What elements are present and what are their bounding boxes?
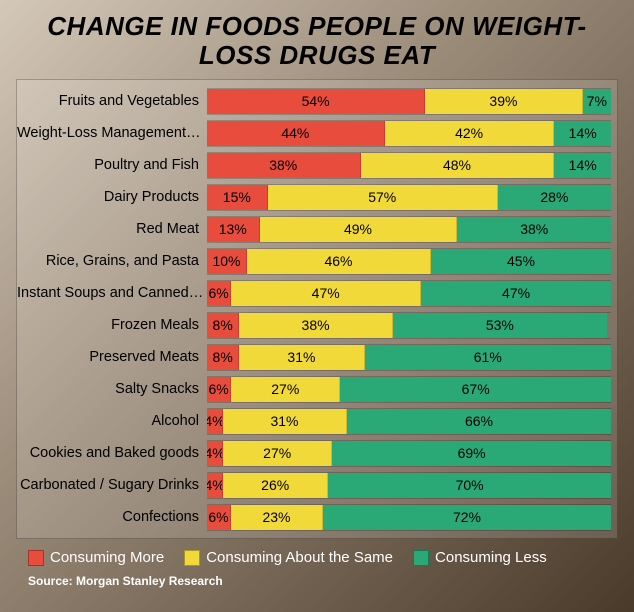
bar-stack: 6%47%47% [207, 280, 611, 307]
segment-less: 67% [340, 377, 611, 402]
bar-stack: 54%39%7% [207, 88, 611, 115]
segment-same: 49% [260, 217, 458, 242]
segment-less: 14% [554, 153, 611, 178]
category-label: Cookies and Baked goods [17, 445, 207, 461]
chart-row: Instant Soups and Canned…6%47%47% [17, 278, 611, 308]
segment-same: 47% [231, 281, 421, 306]
legend-item: Consuming About the Same [184, 549, 393, 566]
legend-swatch [413, 550, 429, 566]
chart-row: Weight-Loss Management…44%42%14% [17, 118, 611, 148]
bar-stack: 44%42%14% [207, 120, 611, 147]
segment-same: 42% [385, 121, 555, 146]
segment-more: 13% [207, 217, 260, 242]
segment-same: 27% [223, 441, 332, 466]
chart-row: Confections6%23%72% [17, 502, 611, 532]
segment-more: 15% [207, 185, 268, 210]
legend-item: Consuming More [28, 549, 164, 566]
segment-more: 8% [207, 313, 239, 338]
chart-row: Carbonated / Sugary Drinks4%26%70% [17, 470, 611, 500]
category-label: Red Meat [17, 221, 207, 237]
category-label: Carbonated / Sugary Drinks [17, 477, 207, 493]
chart-row: Alcohol4%31%66% [17, 406, 611, 436]
category-label: Alcohol [17, 413, 207, 429]
category-label: Dairy Products [17, 189, 207, 205]
segment-less: 28% [498, 185, 611, 210]
chart-row: Dairy Products15%57%28% [17, 182, 611, 212]
category-label: Salty Snacks [17, 381, 207, 397]
segment-same: 23% [231, 505, 323, 530]
bar-stack: 8%38%53% [207, 312, 611, 339]
bar-stack: 4%26%70% [207, 472, 611, 499]
chart-row: Red Meat13%49%38% [17, 214, 611, 244]
legend-label: Consuming Less [435, 549, 547, 566]
category-label: Fruits and Vegetables [17, 93, 207, 109]
segment-less: 38% [457, 217, 611, 242]
segment-less: 72% [323, 505, 611, 530]
source-label: Source: Morgan Stanley Research [28, 574, 618, 588]
segment-same: 26% [223, 473, 328, 498]
category-label: Rice, Grains, and Pasta [17, 253, 207, 269]
segment-less: 47% [421, 281, 611, 306]
segment-same: 31% [239, 345, 364, 370]
bar-stack: 4%27%69% [207, 440, 611, 467]
legend-swatch [28, 550, 44, 566]
legend-swatch [184, 550, 200, 566]
chart-row: Poultry and Fish38%48%14% [17, 150, 611, 180]
chart-row: Salty Snacks6%27%67% [17, 374, 611, 404]
segment-more: 54% [207, 89, 425, 114]
bar-stack: 38%48%14% [207, 152, 611, 179]
category-label: Weight-Loss Management… [17, 125, 207, 141]
legend-label: Consuming More [50, 549, 164, 566]
bar-stack: 6%27%67% [207, 376, 611, 403]
category-label: Instant Soups and Canned… [17, 285, 207, 301]
segment-more: 4% [207, 441, 223, 466]
chart-row: Fruits and Vegetables54%39%7% [17, 86, 611, 116]
bar-stack: 4%31%66% [207, 408, 611, 435]
segment-more: 6% [207, 377, 231, 402]
segment-same: 39% [425, 89, 583, 114]
bar-stack: 10%46%45% [207, 248, 611, 275]
segment-more: 44% [207, 121, 385, 146]
bar-stack: 13%49%38% [207, 216, 611, 243]
chart-row: Rice, Grains, and Pasta10%46%45% [17, 246, 611, 276]
segment-less: 69% [332, 441, 611, 466]
segment-less: 61% [365, 345, 611, 370]
segment-less: 53% [393, 313, 607, 338]
legend-item: Consuming Less [413, 549, 547, 566]
segment-less: 45% [431, 249, 611, 274]
chart-row: Cookies and Baked goods4%27%69% [17, 438, 611, 468]
chart-row: Preserved Meats8%31%61% [17, 342, 611, 372]
segment-same: 57% [268, 185, 498, 210]
segment-same: 48% [361, 153, 555, 178]
segment-more: 4% [207, 409, 223, 434]
segment-less: 70% [328, 473, 611, 498]
bar-stack: 15%57%28% [207, 184, 611, 211]
segment-less: 14% [554, 121, 611, 146]
chart-area: Fruits and Vegetables54%39%7%Weight-Loss… [16, 79, 618, 539]
segment-more: 38% [207, 153, 361, 178]
segment-same: 27% [231, 377, 340, 402]
legend-label: Consuming About the Same [206, 549, 393, 566]
segment-more: 8% [207, 345, 239, 370]
segment-less: 66% [347, 409, 611, 434]
category-label: Confections [17, 509, 207, 525]
chart-title: CHANGE IN FOODS PEOPLE ON WEIGHT-LOSS DR… [16, 12, 618, 69]
legend: Consuming More Consuming About the Same Co… [28, 549, 618, 566]
segment-more: 6% [207, 281, 231, 306]
bar-stack: 8%31%61% [207, 344, 611, 371]
segment-less: 7% [583, 89, 611, 114]
bar-stack: 6%23%72% [207, 504, 611, 531]
segment-same: 31% [223, 409, 347, 434]
segment-more: 6% [207, 505, 231, 530]
segment-same: 38% [239, 313, 393, 338]
chart-row: Frozen Meals8%38%53% [17, 310, 611, 340]
category-label: Poultry and Fish [17, 157, 207, 173]
category-label: Preserved Meats [17, 349, 207, 365]
segment-same: 46% [247, 249, 431, 274]
segment-more: 4% [207, 473, 223, 498]
segment-more: 10% [207, 249, 247, 274]
category-label: Frozen Meals [17, 317, 207, 333]
